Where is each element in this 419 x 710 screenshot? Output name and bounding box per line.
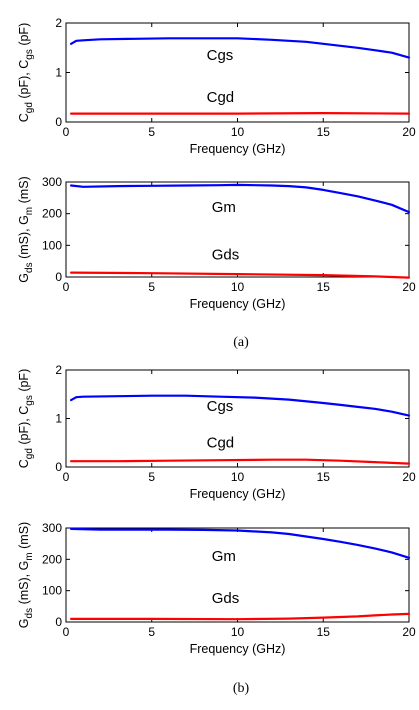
- y-tick-label: 0: [55, 270, 62, 284]
- series-line-cgs: [69, 394, 411, 417]
- x-tick-label: 10: [231, 125, 245, 139]
- x-axis-label: Frequency (GHz): [190, 297, 286, 311]
- y-axis-label-subscript: gd: [24, 448, 35, 459]
- y-axis-label-subscript: gs: [24, 49, 35, 60]
- series-annotation: Gds: [212, 590, 240, 607]
- y-axis-label: Gds (mS), Gm (mS): [17, 522, 35, 628]
- x-tick-label: 5: [148, 125, 155, 139]
- x-tick-label: 0: [63, 280, 70, 294]
- series-line-gds: [69, 271, 411, 279]
- x-tick-label: 20: [402, 625, 416, 639]
- x-tick-label: 5: [148, 470, 155, 484]
- y-axis-label-subscript: gs: [24, 395, 35, 406]
- y-axis-label-subscript: ds: [24, 608, 35, 619]
- y-tick-label: 200: [42, 207, 62, 221]
- series-annotation: Cgs: [207, 398, 234, 415]
- series-annotation: Cgs: [207, 47, 234, 64]
- x-tick-label: 20: [402, 125, 416, 139]
- y-axis-label-part: (mS): [17, 522, 31, 553]
- x-axis-label: Frequency (GHz): [190, 487, 286, 501]
- y-tick-label: 1: [55, 412, 62, 426]
- series-annotation: Cgd: [207, 435, 235, 452]
- chart-panel-b-capacitance: 0 5 10 15 20 0 1 2 Frequency (GHz) Cgd (pF), Cgs …: [17, 363, 416, 501]
- series-annotation: Gds: [212, 247, 240, 264]
- y-tick-label: 0: [55, 615, 62, 629]
- series-line-cgd: [69, 111, 411, 115]
- y-axis-label-part: (pF): [17, 23, 31, 49]
- x-tick-label: 10: [231, 280, 245, 294]
- x-tick-label: 0: [63, 470, 70, 484]
- y-axis-label-subscript: m: [24, 207, 35, 215]
- series-line-gm: [69, 527, 411, 559]
- y-axis-label: Cgd (pF), Cgs (pF): [17, 369, 35, 468]
- y-tick-label: 300: [42, 521, 62, 535]
- x-axis-label: Frequency (GHz): [190, 142, 286, 156]
- y-tick-label: 0: [55, 460, 62, 474]
- series-annotation: Gm: [212, 199, 236, 216]
- x-tick-label: 15: [317, 125, 331, 139]
- y-axis-label-subscript: m: [24, 552, 35, 560]
- y-tick-label: 100: [42, 238, 62, 252]
- x-tick-label: 20: [402, 470, 416, 484]
- y-axis-label-part: (pF), C: [17, 60, 31, 102]
- y-axis-label-subscript: gd: [24, 102, 35, 113]
- y-tick-label: 2: [55, 16, 62, 30]
- y-tick-label: 1: [55, 66, 62, 80]
- x-tick-label: 10: [231, 470, 245, 484]
- x-tick-label: 5: [148, 280, 155, 294]
- plot-frame: [65, 369, 410, 468]
- x-axis-label: Frequency (GHz): [190, 642, 286, 656]
- series-line-cgs: [69, 37, 411, 59]
- series-line-gm: [69, 183, 411, 214]
- y-axis-label-subscript: ds: [24, 262, 35, 273]
- series-line-gds: [69, 612, 411, 621]
- y-axis-label-part: (pF): [17, 369, 31, 395]
- chart-panel-a-capacitance: 0 5 10 15 20 0 1 2 Frequency (GHz) Cgd (pF), Cgs …: [17, 16, 416, 156]
- caption-b: (b): [233, 681, 250, 696]
- series-line-cgd: [69, 458, 411, 465]
- series-annotation: Cgd: [207, 89, 235, 106]
- x-tick-label: 15: [317, 280, 331, 294]
- y-axis-label-part: (mS), G: [17, 561, 31, 608]
- y-axis-label-part: C: [17, 459, 31, 468]
- y-axis-label-part: (mS): [17, 176, 31, 207]
- y-axis-label-part: G: [17, 618, 31, 628]
- x-tick-label: 5: [148, 625, 155, 639]
- series-annotation: Gm: [212, 548, 236, 565]
- y-tick-label: 300: [42, 175, 62, 189]
- y-axis-label: Cgd (pF), Cgs (pF): [17, 23, 35, 122]
- x-tick-label: 10: [231, 625, 245, 639]
- x-tick-label: 15: [317, 625, 331, 639]
- caption-a: (a): [233, 335, 249, 350]
- y-tick-label: 100: [42, 584, 62, 598]
- y-axis-label-part: (mS), G: [17, 215, 31, 262]
- y-axis-label-part: (pF), C: [17, 406, 31, 448]
- y-axis-label-part: C: [17, 113, 31, 122]
- x-tick-label: 0: [63, 625, 70, 639]
- x-tick-label: 15: [317, 470, 331, 484]
- y-axis-label-part: G: [17, 273, 31, 283]
- y-tick-label: 200: [42, 552, 62, 566]
- x-tick-label: 0: [63, 125, 70, 139]
- y-tick-label: 2: [55, 363, 62, 377]
- plot-frame: [65, 527, 410, 623]
- y-axis-label: Gds (mS), Gm (mS): [17, 176, 35, 282]
- x-tick-label: 20: [402, 280, 416, 294]
- y-tick-label: 0: [55, 115, 62, 129]
